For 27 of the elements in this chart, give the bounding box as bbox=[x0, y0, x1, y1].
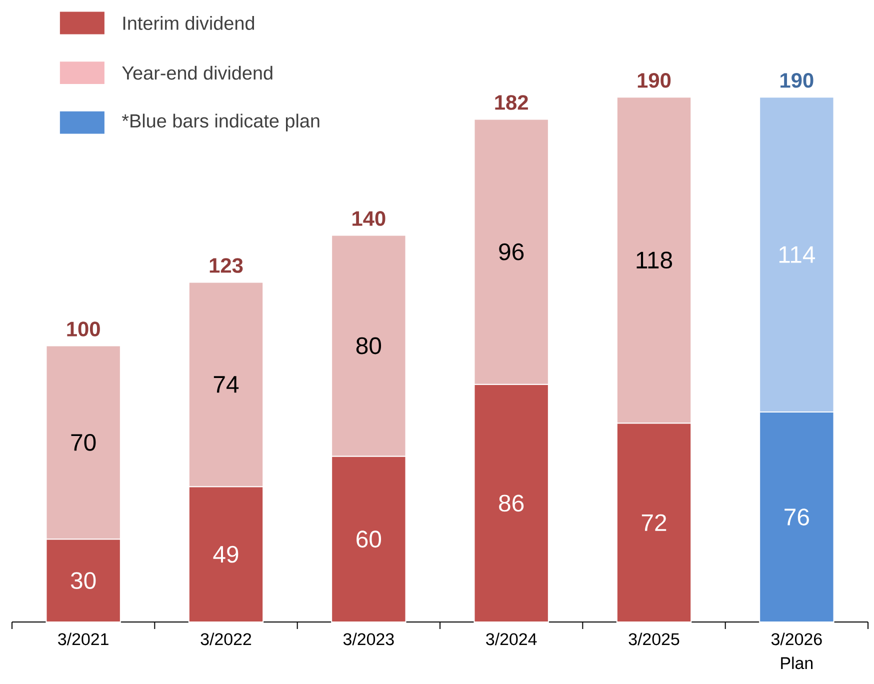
data-label: 30 bbox=[70, 572, 96, 590]
x-tick-label: 3/2023 bbox=[343, 632, 394, 646]
data-label: 70 bbox=[71, 434, 96, 451]
data-label: 96 bbox=[499, 243, 524, 260]
data-label: 80 bbox=[356, 337, 382, 354]
data-label: 114 bbox=[779, 246, 816, 263]
x-tick-label: 3/2021 bbox=[58, 632, 108, 646]
data-label: 118 bbox=[636, 252, 672, 269]
data-label: 72 bbox=[642, 514, 666, 531]
x-tick-label: 3/2022 bbox=[200, 632, 252, 646]
data-label: 74 bbox=[214, 376, 239, 393]
total-label: 182 bbox=[495, 95, 528, 110]
total-label: 123 bbox=[210, 258, 243, 273]
total-label: 140 bbox=[352, 211, 386, 226]
annotation: *Blue bars indicate plan bbox=[122, 114, 320, 132]
legend-label: Year-end dividend bbox=[122, 66, 272, 80]
data-label: 49 bbox=[213, 546, 238, 563]
data-label: 86 bbox=[499, 494, 524, 512]
legend-label: Interim dividend bbox=[123, 16, 254, 30]
data-label: 60 bbox=[356, 530, 382, 548]
x-tick-label: 3/2026 Plan bbox=[771, 632, 822, 670]
total-label: 190 bbox=[780, 72, 814, 88]
total-label: 100 bbox=[67, 322, 100, 336]
x-tick-label: 3/2025 bbox=[628, 632, 680, 646]
data-label: 76 bbox=[784, 508, 809, 526]
x-tick-label: 3/2024 bbox=[486, 632, 537, 646]
total-label: 190 bbox=[638, 72, 671, 88]
